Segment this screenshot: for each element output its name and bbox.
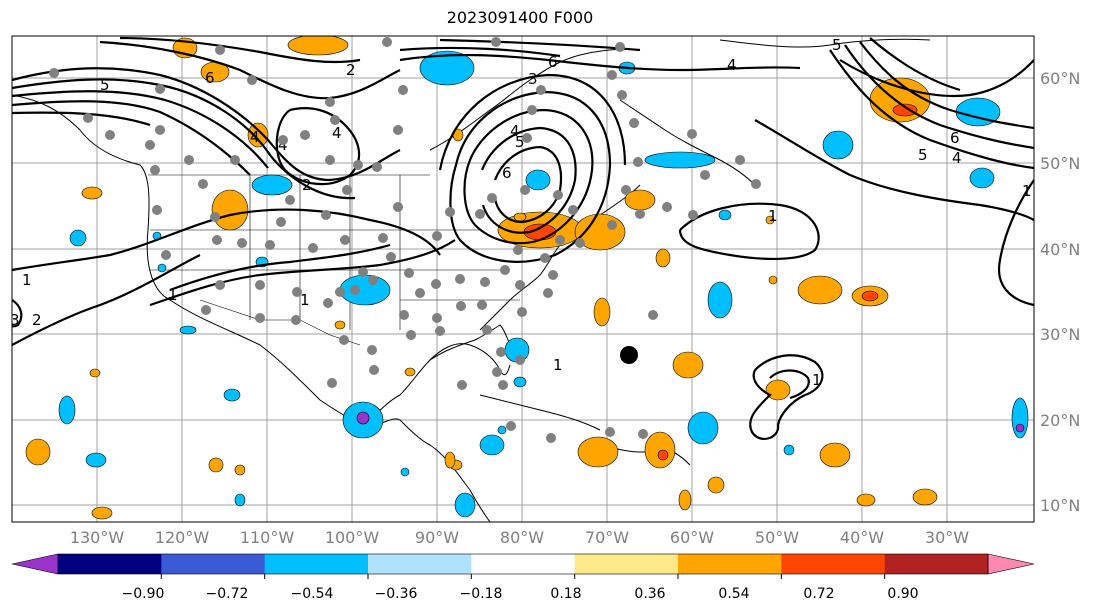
lat-label: 60°N [1040,69,1080,88]
contour-label: 6 [548,53,558,71]
lat-label: 40°N [1040,240,1080,259]
contour-label: 1 [553,356,563,374]
colorbar-tick: 0.72 [803,586,834,602]
colorbar [11,553,1035,579]
contour-label: 3 [10,311,20,329]
contour-label: 1 [22,271,32,289]
contour-labels: 5 6 2 4 4 4 2 6 5 3 6 4 5 6 5 4 1 1 1 1 … [10,36,1032,389]
contour-label: 2 [346,61,356,79]
colorbar-segment [264,554,369,574]
contour-label: 2 [32,311,42,329]
contour-label: 5 [100,76,110,94]
colorbar-tick: 0.54 [718,586,749,602]
colorbar-tick: 0.90 [887,586,918,602]
map-title: 2023091400 F000 [446,8,594,27]
storm-center-marker [620,346,638,364]
colorbar-tick: 0.36 [634,586,665,602]
graticule [12,36,1034,522]
lat-label: 20°N [1040,411,1080,430]
lon-label: 30°W [925,528,969,547]
lon-label: 120°W [155,528,210,547]
lon-label: 60°W [670,528,714,547]
colorbar-segment [678,554,782,574]
contour-label: 4 [278,136,288,154]
contour-label: 1 [1022,182,1032,200]
lon-label: 130°W [70,528,125,547]
colorbar-tick: 0.18 [550,586,581,602]
lat-label: 30°N [1040,325,1080,344]
colorbar-segment [368,554,472,574]
contour-label: 1 [812,371,822,389]
map-frame [11,35,1035,523]
contour-label: 2 [302,176,312,194]
colorbar-segment [58,554,162,574]
colorbar-tick: −0.54 [291,586,334,602]
contour-label: 4 [332,124,342,142]
contour-label: 5 [515,133,525,151]
contour-label: 4 [952,149,962,167]
contour-label: 5 [832,36,842,54]
colorbar-segment [884,554,989,574]
contour-label: 6 [950,129,960,147]
colorbar-outline [57,553,989,575]
contour-label: 6 [205,69,215,87]
colorbar-segment [471,554,576,574]
colorbar-tick: −0.72 [206,586,249,602]
lon-label: 70°W [585,528,629,547]
colorbar-tick: −0.18 [460,586,503,602]
colorbar-extend-high [987,553,1035,575]
negative-anomaly-shading [58,50,1029,518]
contour-label: 1 [168,286,178,304]
lat-label: 10°N [1040,496,1080,515]
lon-label: 90°W [415,528,459,547]
lon-label: 40°W [840,528,884,547]
contour-label: 4 [727,56,737,74]
lon-label: 80°W [500,528,544,547]
contour-label: 4 [250,128,260,146]
contour-lines [12,36,1034,441]
station-dots [49,37,761,443]
contour-label: 3 [528,70,538,88]
lon-label: 100°W [325,528,380,547]
colorbar-segment [781,554,886,574]
latitude-labels: 60°N 50°N 40°N 30°N 20°N 10°N [1040,69,1080,515]
longitude-labels: 130°W 120°W 110°W 100°W 90°W 80°W 70°W 6… [70,528,969,547]
contour-label: 1 [768,207,778,225]
lat-label: 50°N [1040,154,1080,173]
colorbar-tick: −0.36 [375,586,418,602]
contour-label: 6 [502,164,512,182]
colorbar-segment [574,554,679,574]
lon-label: 110°W [240,528,295,547]
contour-label: 1 [300,291,310,309]
lon-label: 50°W [755,528,799,547]
colorbar-extend-low [11,553,59,575]
contour-label: 5 [918,146,928,164]
contour-label: 4 [510,122,520,140]
colorbar-tick-labels: −0.90 −0.72 −0.54 −0.36 −0.18 0.18 0.36 … [122,586,919,602]
colorbar-segment [161,554,266,574]
colorbar-tick: −0.90 [122,586,165,602]
